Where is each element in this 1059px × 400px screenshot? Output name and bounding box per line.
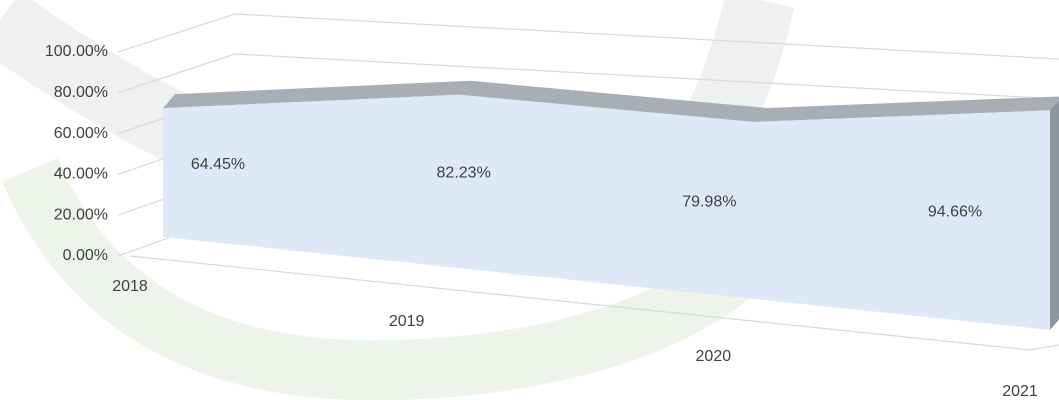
area-top [754,96,1059,122]
y-tick-label: 80.00% [54,84,108,101]
data-label: 82.23% [437,165,491,182]
y-tick-label: 60.00% [54,125,108,142]
x-tick-label: 2019 [389,313,425,330]
grid-line [117,53,1059,100]
area-side [1050,99,1059,330]
area-top [163,80,471,109]
y-tick-label: 0.00% [63,247,108,264]
floor-edge [129,255,1059,351]
y-tick-label: 40.00% [54,166,108,183]
y-tick-label: 20.00% [54,206,108,223]
x-tick-label: 2020 [696,348,732,365]
area-top [458,80,767,122]
plot: 64.45% 2018 82.23% 2019 79.98% 2020 94.66% 2021 [112,80,1059,400]
x-tick-label: 2021 [1002,383,1038,400]
data-label: 64.45% [191,156,245,173]
area [163,94,1050,330]
data-label: 94.66% [928,203,982,220]
grid-line [117,13,1059,60]
data-label: 79.98% [682,194,736,211]
x-tick-label: 2018 [112,278,148,295]
y-tick-label: 100.00% [45,43,108,60]
